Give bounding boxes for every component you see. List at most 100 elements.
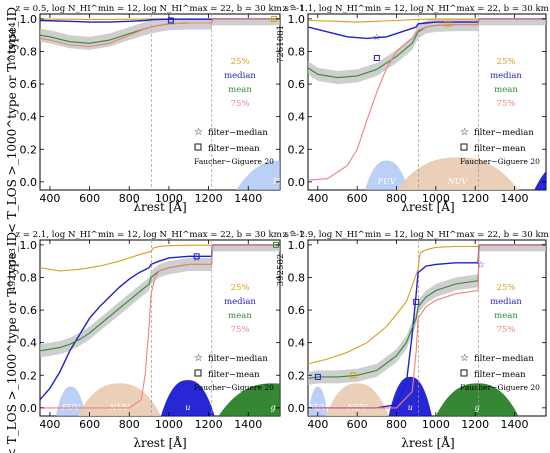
x-tick-label: 800 [386, 418, 407, 431]
legend-square-icon [460, 143, 468, 151]
panel-4: FUV NUV u g☆400 600 800 1000 1200 14000.00.20.40… [276, 230, 550, 431]
object-id-label: 392582 [276, 254, 286, 287]
legend-square-icon [194, 369, 202, 377]
x-tick-label: 1400 [234, 418, 262, 431]
legend-mean: mean [494, 85, 518, 95]
x-tick-label: 800 [386, 192, 407, 205]
legend-mean: mean [494, 311, 518, 321]
panel-title: z = 2.1, log N_HI^min = 12, log N_HI^max… [15, 230, 304, 240]
y-tick-label: 0.2 [20, 143, 38, 156]
y-tick-label: 0.6 [20, 304, 38, 317]
mean-envelope [308, 244, 546, 386]
filter-credit: Faucher−Giguere 20 [460, 157, 540, 166]
x-tick-label: 400 [39, 192, 60, 205]
y-tick-label: 0.0 [288, 402, 306, 415]
x-tick-label: 1400 [501, 192, 529, 205]
y-tick-label: 0.6 [20, 78, 38, 91]
object-id-label: 7261081 [276, 25, 286, 63]
y-tick-label: 0.2 [288, 143, 306, 156]
legend-star-icon: ☆ [460, 353, 469, 364]
filter-band-label: u [408, 403, 413, 412]
panel-frame [307, 13, 547, 191]
legend-median: median [224, 297, 256, 307]
y-tick-label: 0.0 [288, 176, 306, 189]
legend-filter-median: filter−median [474, 354, 534, 364]
x-tick-label: 600 [79, 192, 100, 205]
series-line-p25 [308, 18, 546, 23]
y-tick-label: 0.2 [20, 369, 38, 382]
x-tick-label: 400 [307, 192, 328, 205]
legend-star-icon: ☆ [194, 127, 203, 138]
mean-envelope [40, 244, 280, 358]
filter-band-label: FUV [272, 177, 292, 186]
series-line-p75 [40, 18, 280, 48]
panel-title: z = 2.9, log N_HI^min = 12, log N_HI^max… [282, 230, 550, 240]
filter-band-label: FUV [377, 177, 397, 186]
y-tick-label: 0.8 [288, 45, 306, 58]
filter-mean-marker [444, 20, 451, 27]
series-line-p25 [40, 244, 280, 272]
y-tick-label: 0.6 [288, 304, 306, 317]
x-tick-label: 1000 [422, 192, 450, 205]
legend-mean: mean [228, 311, 252, 321]
panel-title: z = 0.5, log N_HI^min = 12, log N_HI^max… [15, 4, 304, 14]
y-tick-label: 0.4 [288, 337, 306, 350]
filter-mean-marker [373, 55, 380, 61]
legend-median: median [490, 71, 522, 81]
x-tick-label: 800 [119, 418, 140, 431]
series-line-median [40, 244, 280, 401]
series-line-median [308, 18, 546, 40]
legend-p25: 25% [231, 57, 250, 67]
x-tick-label: 1000 [155, 192, 183, 205]
x-axis-label-left-top: λrest [Å] [133, 199, 186, 214]
filter-mean-marker [314, 373, 321, 380]
legend-square-icon [460, 369, 468, 377]
x-tick-label: 1200 [195, 418, 223, 431]
filter-band-fuv [236, 160, 280, 190]
legend-filter-median: filter−median [208, 128, 268, 138]
filter-credit: Faucher−Giguere 20 [460, 383, 540, 392]
legend-square-icon [194, 143, 202, 151]
series-line-median [40, 18, 280, 23]
x-tick-label: 1200 [461, 418, 489, 431]
filter-band-fuv [365, 160, 409, 190]
legend-p25: 25% [231, 283, 250, 293]
legend-median: median [224, 71, 256, 81]
legend-p25: 25% [497, 57, 516, 67]
legend-filter-median: filter−median [474, 128, 534, 138]
mean-envelope [308, 18, 546, 85]
filter-band-label: g [270, 403, 275, 412]
legend-p75: 75% [231, 325, 250, 335]
legend-p75: 75% [497, 325, 516, 335]
x-tick-label: 1200 [461, 192, 489, 205]
filter-credit: Faucher−Giguere 20 [194, 383, 274, 392]
filter-median-marker: ☆ [373, 33, 381, 43]
x-axis-label-right-top: λrest [Å] [401, 199, 454, 214]
y-tick-label: 1.0 [20, 13, 38, 26]
legend-p25: 25% [497, 283, 516, 293]
legend-p75: 75% [497, 99, 516, 109]
legend-mean: mean [228, 85, 252, 95]
filter-band-u [388, 376, 432, 416]
series-line-p75 [308, 18, 546, 181]
x-tick-label: 1000 [155, 418, 183, 431]
x-axis-label-left-bottom: λrest [Å] [133, 435, 186, 450]
legend-star-icon: ☆ [460, 127, 469, 138]
filter-band-label: u [185, 403, 190, 412]
series-line-p25 [308, 244, 546, 365]
series-line-p75 [308, 244, 546, 409]
y-tick-label: 0.4 [20, 111, 38, 124]
y-axis-label-bottom: < T_LOS >_1000^type or T^type_ID [5, 232, 19, 453]
legend-filter-mean: filter−mean [208, 144, 260, 154]
object-id-label: 10191514 [8, 22, 18, 66]
filter-band-g [435, 383, 519, 416]
y-tick-label: 0.4 [20, 337, 38, 350]
legend-filter-mean: filter−mean [474, 144, 526, 154]
y-tick-label: 0.0 [20, 176, 38, 189]
y-tick-label: 1.0 [288, 239, 306, 252]
y-tick-label: 0.8 [20, 45, 38, 58]
filter-mean-marker [193, 253, 200, 260]
filter-median-marker: ☆ [477, 260, 485, 270]
x-tick-label: 600 [79, 418, 100, 431]
series-line-mean [308, 244, 546, 380]
